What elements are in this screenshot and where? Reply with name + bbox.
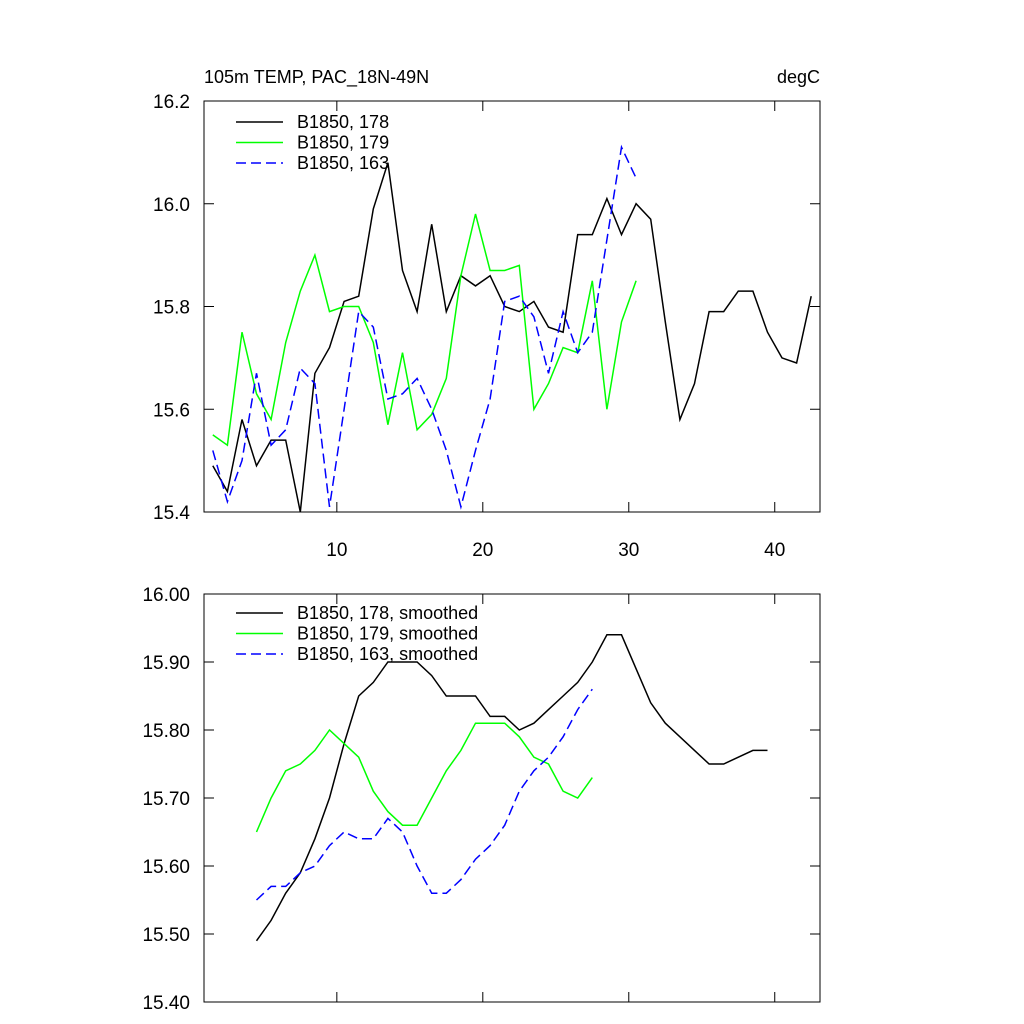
series-line bbox=[212, 213, 637, 447]
x-tick-label: 10 bbox=[326, 540, 347, 561]
legend-label: B1850, 179 bbox=[297, 133, 389, 153]
series-line bbox=[212, 144, 637, 510]
legend-label: B1850, 178 bbox=[297, 112, 389, 132]
y-tick-label: 15.4 bbox=[153, 503, 190, 524]
y-tick-label: 15.40 bbox=[142, 993, 190, 1014]
y-tick-label: 15.70 bbox=[142, 789, 190, 810]
series-line bbox=[212, 162, 812, 513]
legend-label: B1850, 163 bbox=[297, 153, 389, 173]
plot-frame bbox=[203, 100, 821, 513]
series-line bbox=[255, 688, 593, 901]
series-line bbox=[255, 722, 593, 833]
y-tick-label: 15.80 bbox=[142, 721, 190, 742]
y-tick-label: 15.8 bbox=[153, 298, 190, 319]
units-label: degC bbox=[777, 67, 820, 87]
legend-label: B1850, 179, smoothed bbox=[297, 624, 478, 644]
y-tick-label: 16.0 bbox=[153, 195, 190, 216]
x-tick-label: 20 bbox=[472, 540, 493, 561]
x-tick-label: 30 bbox=[618, 540, 639, 561]
x-tick-label: 40 bbox=[764, 540, 785, 561]
legend-label: B1850, 178, smoothed bbox=[297, 603, 478, 623]
y-tick-label: 16.2 bbox=[153, 92, 190, 113]
y-tick-label: 16.00 bbox=[142, 585, 190, 606]
y-tick-label: 15.60 bbox=[142, 857, 190, 878]
chart-title: 105m TEMP, PAC_18N-49N bbox=[204, 67, 429, 88]
legend-label: B1850, 163, smoothed bbox=[297, 644, 478, 664]
y-tick-label: 15.6 bbox=[153, 400, 190, 421]
y-tick-label: 15.50 bbox=[142, 925, 190, 946]
plot-frame bbox=[203, 593, 821, 1003]
y-tick-label: 15.90 bbox=[142, 653, 190, 674]
series-line bbox=[255, 634, 768, 942]
